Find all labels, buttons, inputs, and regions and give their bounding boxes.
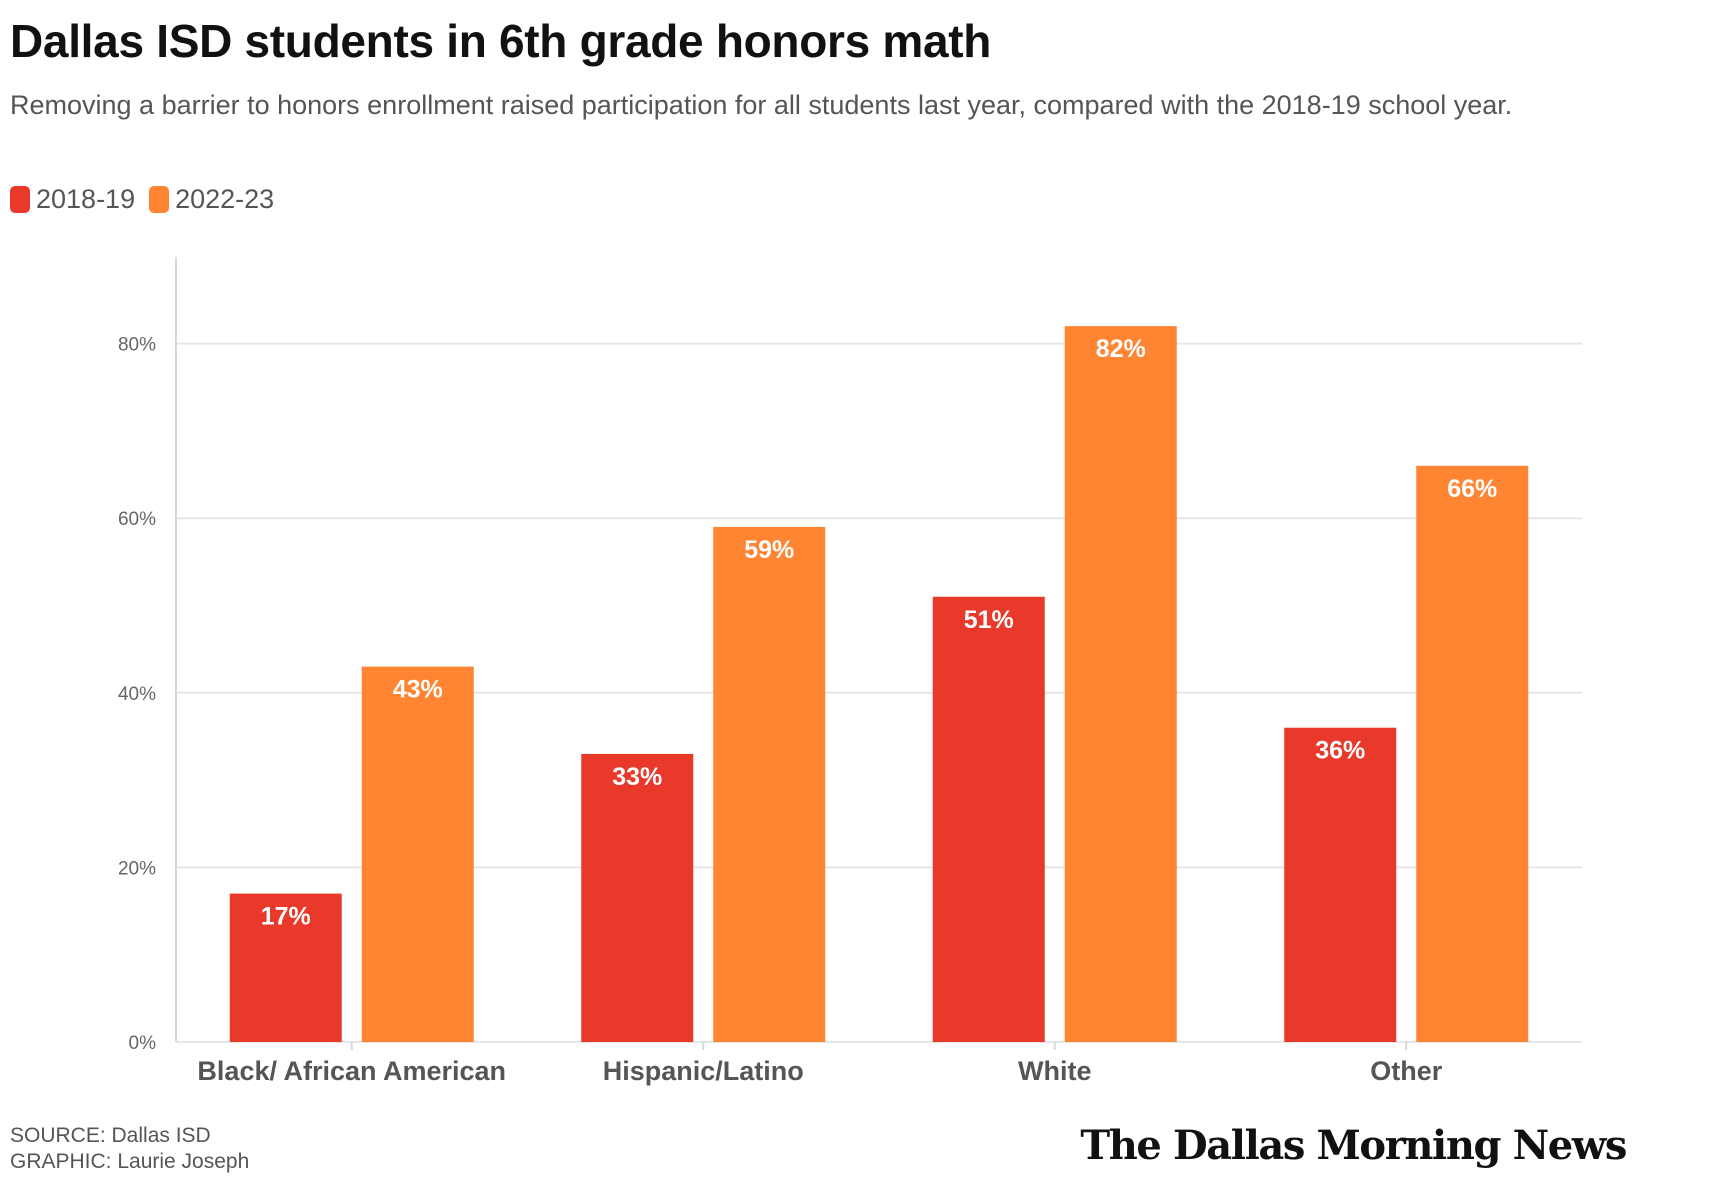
data-label: 82% [1096, 335, 1146, 363]
bar-2022-23-3 [1416, 465, 1529, 1042]
source-credit: SOURCE: Dallas ISD [10, 1124, 211, 1147]
chart-subtitle: Removing a barrier to honors enrollment … [10, 90, 1513, 120]
legend-item-2018-19: 2018-19 [10, 184, 135, 215]
bar-2022-23-1 [713, 526, 826, 1042]
x-category-label: Black/ African American [197, 1056, 506, 1086]
legend-label-2018-19: 2018-19 [36, 184, 136, 214]
y-tick-label: 40% [118, 684, 156, 705]
legend-swatch-2018-19 [10, 186, 30, 213]
chart-title: Dallas ISD students in 6th grade honors … [10, 15, 992, 67]
data-label: 33% [612, 763, 662, 791]
bar-2018-19-2 [932, 596, 1045, 1042]
bar-2022-23-2 [1064, 326, 1177, 1042]
bar-2018-19-3 [1284, 727, 1397, 1042]
data-label: 17% [261, 903, 311, 931]
y-tick-label: 80% [118, 335, 156, 356]
x-category-label: Other [1370, 1056, 1443, 1086]
y-tick-label: 60% [118, 509, 156, 530]
y-tick-label: 0% [129, 1033, 157, 1054]
bar-2018-19-1 [581, 753, 694, 1042]
x-category-label: Hispanic/Latino [603, 1056, 804, 1086]
data-label: 51% [964, 606, 1014, 634]
data-label: 59% [744, 536, 794, 564]
bar-chart: 0% 20% 40% 60% 80% 17% 43% Black/ African Ameri… [118, 257, 1582, 1086]
data-label: 36% [1315, 737, 1365, 765]
legend-label-2022-23: 2022-23 [175, 184, 275, 214]
data-label: 43% [393, 676, 443, 704]
legend-swatch-2022-23 [149, 186, 170, 213]
legend: 2018-19 2022-23 [10, 184, 274, 215]
bar-2018-19-0 [229, 893, 342, 1042]
y-tick-label: 20% [118, 858, 156, 879]
bar-2022-23-0 [361, 666, 474, 1042]
footer-credits: SOURCE: Dallas ISD GRAPHIC: Laurie Josep… [10, 1123, 249, 1175]
x-category-label: White [1018, 1056, 1092, 1086]
graphic-credit: GRAPHIC: Laurie Joseph [10, 1150, 250, 1173]
publisher-logo: The Dallas Morning News [1080, 1122, 1627, 1169]
legend-item-2022-23: 2022-23 [149, 184, 274, 215]
data-label: 66% [1447, 475, 1497, 503]
